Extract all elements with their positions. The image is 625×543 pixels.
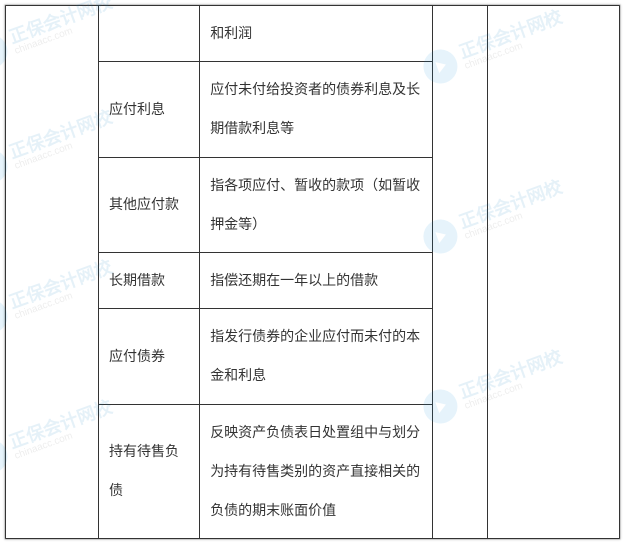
cell-item-desc: 应付未付给投资者的债券利息及长期借款利息等 <box>200 62 433 157</box>
cell-item-name: 其他应付款 <box>99 157 200 252</box>
liabilities-table: 和利润 应付利息 应付未付给投资者的债券利息及长期借款利息等 其他应付款 指各项… <box>5 5 620 539</box>
table-body: 和利润 应付利息 应付未付给投资者的债券利息及长期借款利息等 其他应付款 指各项… <box>6 6 620 539</box>
table-row: 和利润 <box>6 6 620 62</box>
cell-item-name: 应付债券 <box>99 309 200 404</box>
cell-item-name: 持有待售负债 <box>99 404 200 539</box>
cell-item-desc: 指偿还期在一年以上的借款 <box>200 252 433 308</box>
cell-item-name <box>99 6 200 62</box>
cell-left-span <box>6 6 99 539</box>
cell-item-desc: 和利润 <box>200 6 433 62</box>
cell-item-name: 应付利息 <box>99 62 200 157</box>
cell-item-desc: 反映资产负债表日处置组中与划分为持有待售类别的资产直接相关的负债的期末账面价值 <box>200 404 433 539</box>
cell-item-name: 长期借款 <box>99 252 200 308</box>
cell-item-desc: 指各项应付、暂收的款项（如暂收押金等） <box>200 157 433 252</box>
page-frame: 和利润 应付利息 应付未付给投资者的债券利息及长期借款利息等 其他应付款 指各项… <box>4 4 621 540</box>
cell-blank-a <box>432 6 488 539</box>
cell-item-desc: 指发行债券的企业应付而未付的本金和利息 <box>200 309 433 404</box>
cell-blank-b <box>488 6 620 539</box>
